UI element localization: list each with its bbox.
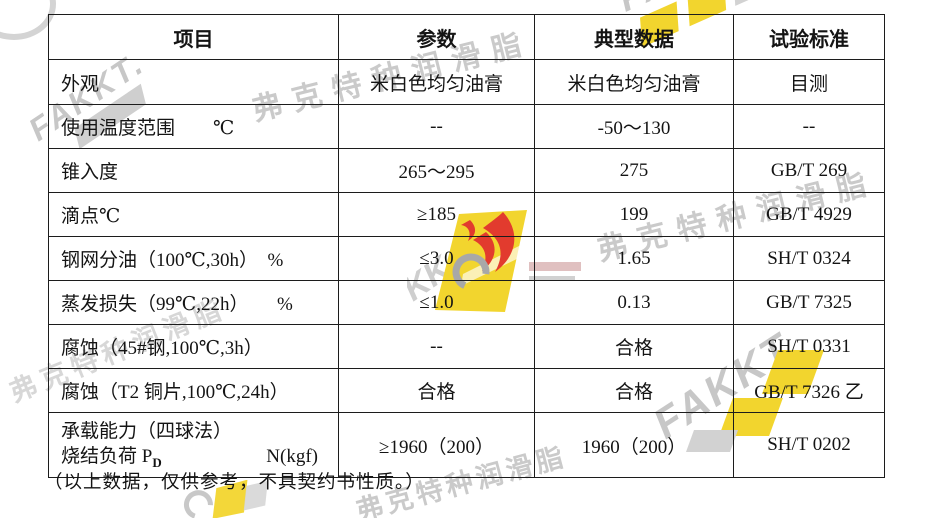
watermark-footer-logo [183, 480, 268, 518]
param-cell: -- [338, 324, 535, 369]
table-row: 蒸发损失（99℃,22h） % ≤1.0 0.13 GB/T 7325 [48, 280, 885, 325]
header-item: 项目 [48, 14, 339, 60]
subscript-d: D [152, 454, 162, 470]
typical-cell: 合格 [534, 324, 734, 369]
standard-cell: GB/T 7326 乙 [733, 368, 885, 413]
typical-cell: 米白色均匀油膏 [534, 59, 734, 105]
table-row: 锥入度 265～295 275 GB/T 269 [48, 148, 885, 193]
param-cell: 米白色均匀油膏 [338, 59, 535, 105]
table-row: 腐蚀（45#钢,100℃,3h） -- 合格 SH/T 0331 [48, 324, 885, 369]
typical-cell: 1960（200） [534, 412, 734, 478]
item-cell: 蒸发损失（99℃,22h） % [48, 280, 339, 325]
table-row: 滴点℃ ≥185 199 GB/T 4929 [48, 192, 885, 237]
param-cell: ≥1960（200） [338, 412, 535, 478]
typical-cell: -50～130 [534, 104, 734, 149]
sinter-load-label: 烧结负荷 P [61, 446, 153, 468]
param-cell: ≥185 [338, 192, 535, 237]
table-header-row: 项目 参数 典型数据 试验标准 [48, 14, 885, 60]
typical-cell: 275 [534, 148, 734, 193]
item-cell: 滴点℃ [48, 192, 339, 237]
standard-cell: GB/T 7325 [733, 280, 885, 325]
standard-cell: SH/T 0324 [733, 236, 885, 281]
standard-cell: SH/T 0331 [733, 324, 885, 369]
standard-cell: GB/T 269 [733, 148, 885, 193]
table-row: 承载能力（四球法） 烧结负荷 PD N(kgf) ≥1960（200） 1960… [48, 412, 885, 478]
typical-cell: 1.65 [534, 236, 734, 281]
standard-cell: GB/T 4929 [733, 192, 885, 237]
param-cell: ≤3.0 [338, 236, 535, 281]
standard-cell: 目测 [733, 59, 885, 105]
load-capacity-line2: 烧结负荷 PD N(kgf) [61, 444, 338, 471]
param-cell: ≤1.0 [338, 280, 535, 325]
typical-cell: 199 [534, 192, 734, 237]
brand-flag-shape [733, 0, 776, 6]
table-row: 外观 米白色均匀油膏 米白色均匀油膏 目测 [48, 59, 885, 105]
spec-table: 项目 参数 典型数据 试验标准 外观 米白色均匀油膏 米白色均匀油膏 目测 使用… [48, 14, 885, 478]
header-param: 参数 [338, 14, 535, 60]
typical-cell: 0.13 [534, 280, 734, 325]
item-cell: 承载能力（四球法） 烧结负荷 PD N(kgf) [48, 412, 339, 478]
header-typical: 典型数据 [534, 14, 734, 60]
param-cell: 合格 [338, 368, 535, 413]
item-cell: 锥入度 [48, 148, 339, 193]
table-row: 使用温度范围 ℃ -- -50～130 -- [48, 104, 885, 149]
item-cell: 外观 [48, 59, 339, 105]
param-cell: -- [338, 104, 535, 149]
item-cell: 钢网分油（100℃,30h） % [48, 236, 339, 281]
item-cell: 腐蚀（45#钢,100℃,3h） [48, 324, 339, 369]
header-standard: 试验标准 [733, 14, 885, 60]
item-cell: 腐蚀（T2 铜片,100℃,24h） [48, 368, 339, 413]
table-row: 腐蚀（T2 铜片,100℃,24h） 合格 合格 GB/T 7326 乙 [48, 368, 885, 413]
unit-label: N(kgf) [266, 446, 318, 468]
load-capacity-line1: 承载能力（四球法） [61, 420, 233, 442]
footnote: （以上数据，仅供参考，不具契约书性质。） [44, 473, 425, 493]
param-cell: 265～295 [338, 148, 535, 193]
item-cell: 使用温度范围 ℃ [48, 104, 339, 149]
standard-cell: -- [733, 104, 885, 149]
typical-cell: 合格 [534, 368, 734, 413]
standard-cell: SH/T 0202 [733, 412, 885, 478]
table-row: 钢网分油（100℃,30h） % ≤3.0 1.65 SH/T 0324 [48, 236, 885, 281]
